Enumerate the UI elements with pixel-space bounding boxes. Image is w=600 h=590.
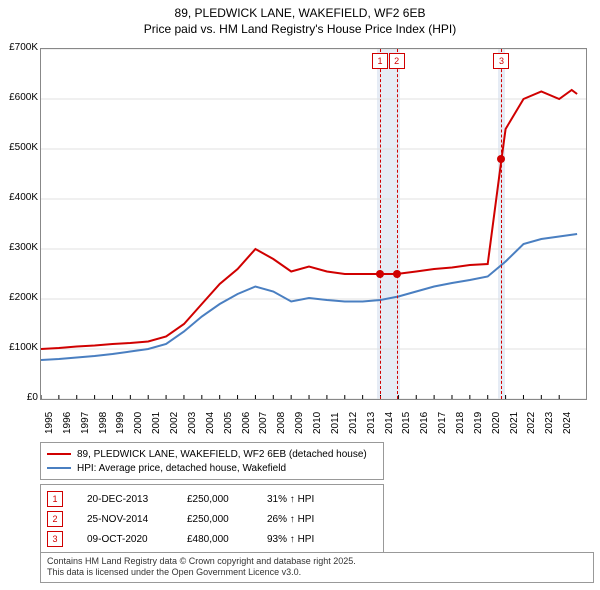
x-tick-label: 2015 (401, 412, 412, 434)
marker-line (397, 49, 398, 399)
chart-plot-area: 12 3 (40, 48, 587, 400)
title-line-1: 89, PLEDWICK LANE, WAKEFIELD, WF2 6EB (0, 6, 600, 22)
x-tick-label: 2022 (526, 412, 537, 434)
event-price: £480,000 (187, 534, 267, 545)
marker-line (380, 49, 381, 399)
x-tick-label: 1999 (115, 412, 126, 434)
x-tick-label: 2021 (509, 412, 520, 434)
x-tick-label: 2008 (276, 412, 287, 434)
event-price: £250,000 (187, 514, 267, 525)
event-marker-box: 2 (47, 511, 63, 527)
event-row: 1 20-DEC-2013 £250,000 31% ↑ HPI (47, 489, 377, 509)
footer: Contains HM Land Registry data © Crown c… (40, 552, 594, 583)
events-table: 1 20-DEC-2013 £250,000 31% ↑ HPI 2 25-NO… (40, 484, 384, 554)
x-tick-label: 2006 (241, 412, 252, 434)
marker-dot (497, 155, 505, 163)
event-delta: 31% ↑ HPI (267, 494, 347, 505)
x-tick-label: 1998 (98, 412, 109, 434)
page: 89, PLEDWICK LANE, WAKEFIELD, WF2 6EB Pr… (0, 0, 600, 590)
marker-label: 2 (389, 53, 405, 69)
title-block: 89, PLEDWICK LANE, WAKEFIELD, WF2 6EB Pr… (0, 0, 600, 37)
x-tick-label: 2000 (133, 412, 144, 434)
y-tick-label: £0 (0, 392, 38, 403)
event-price: £250,000 (187, 494, 267, 505)
footer-line-2: This data is licensed under the Open Gov… (47, 567, 587, 578)
x-tick-label: 2012 (348, 412, 359, 434)
event-date: 09-OCT-2020 (87, 534, 187, 545)
x-tick-label: 2011 (330, 412, 341, 434)
y-tick-label: £300K (0, 242, 38, 253)
x-tick-label: 2020 (491, 412, 502, 434)
legend-label: HPI: Average price, detached house, Wake… (77, 463, 286, 474)
x-tick-label: 2018 (455, 412, 466, 434)
footer-line-1: Contains HM Land Registry data © Crown c… (47, 556, 587, 567)
x-tick-label: 2004 (205, 412, 216, 434)
x-tick-label: 2003 (187, 412, 198, 434)
x-tick-label: 1997 (80, 412, 91, 434)
marker-line (501, 49, 502, 399)
x-tick-label: 1995 (44, 412, 55, 434)
legend-row: HPI: Average price, detached house, Wake… (47, 461, 377, 475)
y-tick-label: £500K (0, 142, 38, 153)
x-axis: 1995 1996 1997 1998 1999 2000 2001 2002 2003 2004… (40, 402, 585, 442)
x-tick-label: 2010 (312, 412, 323, 434)
y-tick-label: £700K (0, 42, 38, 53)
legend-swatch (47, 467, 71, 469)
event-row: 3 09-OCT-2020 £480,000 93% ↑ HPI (47, 529, 377, 549)
legend-swatch (47, 453, 71, 455)
title-line-2: Price paid vs. HM Land Registry's House … (0, 22, 600, 38)
event-delta: 93% ↑ HPI (267, 534, 347, 545)
event-marker-box: 1 (47, 491, 63, 507)
marker-label: 3 (493, 53, 509, 69)
x-tick-label: 2023 (544, 412, 555, 434)
event-date: 25-NOV-2014 (87, 514, 187, 525)
legend: 89, PLEDWICK LANE, WAKEFIELD, WF2 6EB (d… (40, 442, 384, 480)
x-tick-label: 2007 (258, 412, 269, 434)
x-tick-label: 2002 (169, 412, 180, 434)
y-tick-label: £200K (0, 292, 38, 303)
x-tick-label: 2024 (562, 412, 573, 434)
marker-label: 1 (372, 53, 388, 69)
x-tick-label: 1996 (62, 412, 73, 434)
event-marker-box: 3 (47, 531, 63, 547)
legend-label: 89, PLEDWICK LANE, WAKEFIELD, WF2 6EB (d… (77, 449, 367, 460)
x-tick-label: 2019 (473, 412, 484, 434)
event-delta: 26% ↑ HPI (267, 514, 347, 525)
x-tick-label: 2014 (384, 412, 395, 434)
x-tick-label: 2009 (294, 412, 305, 434)
event-row: 2 25-NOV-2014 £250,000 26% ↑ HPI (47, 509, 377, 529)
x-tick-label: 2001 (151, 412, 162, 434)
x-tick-label: 2017 (437, 412, 448, 434)
legend-row: 89, PLEDWICK LANE, WAKEFIELD, WF2 6EB (d… (47, 447, 377, 461)
marker-dot (393, 270, 401, 278)
x-tick-label: 2005 (223, 412, 234, 434)
y-tick-label: £400K (0, 192, 38, 203)
event-date: 20-DEC-2013 (87, 494, 187, 505)
x-tick-label: 2013 (366, 412, 377, 434)
y-tick-label: £600K (0, 92, 38, 103)
marker-dot (376, 270, 384, 278)
y-tick-label: £100K (0, 342, 38, 353)
chart-svg (41, 49, 586, 399)
x-tick-label: 2016 (419, 412, 430, 434)
